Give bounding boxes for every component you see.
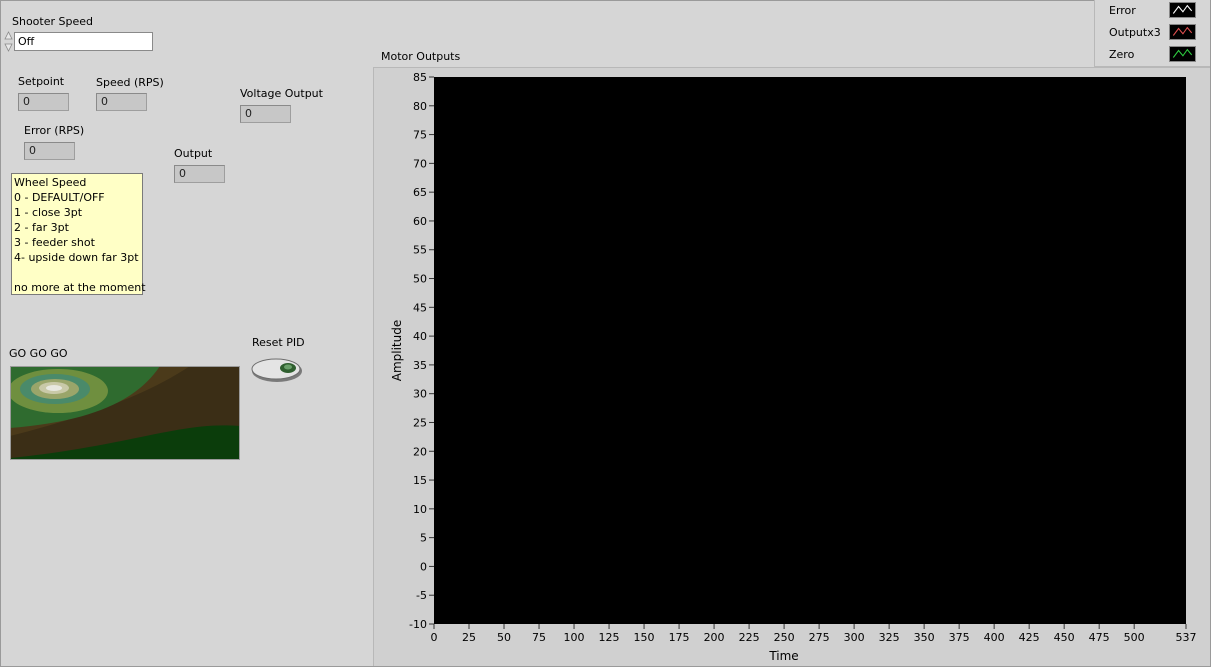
setpoint-label: Setpoint <box>18 75 65 88</box>
x-tick-label: 250 <box>774 631 795 644</box>
x-axis: 0 25 50 75 100 125 150 175 200 225 250 275 300 325 350… <box>431 624 1197 644</box>
legend-item[interactable]: Error <box>1095 0 1210 22</box>
line-swatch-icon <box>1169 46 1196 62</box>
y-tick-label: 65 <box>413 186 427 199</box>
y-tick-label: 10 <box>413 503 427 516</box>
chart-title: Motor Outputs <box>381 50 461 63</box>
x-tick-label: 200 <box>704 631 725 644</box>
note-line: 3 - feeder shot <box>14 236 95 249</box>
output-indicator: 0 <box>174 165 225 183</box>
legend-label: Zero <box>1109 48 1135 61</box>
y-tick-label: 15 <box>413 474 427 487</box>
x-tick-label: 125 <box>599 631 620 644</box>
y-tick-label: 85 <box>413 71 427 84</box>
x-tick-label: 150 <box>634 631 655 644</box>
plot-legend: Error Outputx3 Zero <box>1094 0 1210 67</box>
note-line: 0 - DEFAULT/OFF <box>14 191 105 204</box>
legend-item[interactable]: Zero <box>1095 44 1210 66</box>
y-tick-label: 5 <box>420 532 427 545</box>
motor-outputs-chart[interactable]: 8580757065605550454035302520151050-5-10 … <box>373 67 1209 665</box>
setpoint-indicator: 0 <box>18 93 69 111</box>
error-label: Error (RPS) <box>24 124 85 137</box>
output-label: Output <box>174 147 213 160</box>
voltage-output-label: Voltage Output <box>240 87 323 100</box>
x-tick-label: 375 <box>949 631 970 644</box>
x-tick-label: 475 <box>1089 631 1110 644</box>
y-tick-label: -10 <box>409 618 427 631</box>
x-axis-label: Time <box>768 649 798 663</box>
legend-item[interactable]: Outputx3 <box>1095 22 1210 44</box>
reset-pid-button[interactable] <box>250 356 304 384</box>
y-tick-label: 60 <box>413 215 427 228</box>
legend-label: Error <box>1109 4 1136 17</box>
shooter-speed-field[interactable]: Off <box>14 32 153 51</box>
y-tick-label: 80 <box>413 100 427 113</box>
line-swatch-icon <box>1169 24 1196 40</box>
increment-arrow-icon[interactable] <box>4 31 13 40</box>
y-tick-label: 35 <box>413 359 427 372</box>
x-tick-label: 500 <box>1124 631 1145 644</box>
shooter-speed-label: Shooter Speed <box>12 15 93 28</box>
x-tick-label: 0 <box>431 631 438 644</box>
y-tick-label: -5 <box>416 589 427 602</box>
x-tick-label: 450 <box>1054 631 1075 644</box>
note-line: 4- upside down far 3pt <box>14 251 139 264</box>
speed-label: Speed (RPS) <box>96 76 164 89</box>
x-tick-label: 225 <box>739 631 760 644</box>
x-tick-label: 25 <box>462 631 476 644</box>
y-tick-label: 20 <box>413 445 427 458</box>
y-tick-label: 25 <box>413 416 427 429</box>
note-line: Wheel Speed <box>14 176 87 189</box>
x-tick-label: 300 <box>844 631 865 644</box>
note-line <box>14 265 140 280</box>
y-tick-label: 40 <box>413 330 427 343</box>
x-tick-label: 100 <box>564 631 585 644</box>
x-tick-label: 50 <box>497 631 511 644</box>
y-tick-label: 0 <box>420 560 427 573</box>
note-line: no more at the moment <box>14 281 146 294</box>
line-swatch-icon <box>1169 2 1196 18</box>
wheel-speed-note: Wheel Speed 0 - DEFAULT/OFF 1 - close 3p… <box>11 173 146 295</box>
y-tick-label: 55 <box>413 244 427 257</box>
note-line: 2 - far 3pt <box>14 221 69 234</box>
note-line: 1 - close 3pt <box>14 206 83 219</box>
y-tick-label: 75 <box>413 129 427 142</box>
x-tick-label: 75 <box>532 631 546 644</box>
x-tick-label: 425 <box>1019 631 1040 644</box>
speed-indicator: 0 <box>96 93 147 111</box>
plot-area[interactable] <box>434 77 1186 624</box>
shooter-speed-spinner[interactable] <box>4 30 13 53</box>
x-tick-label: 275 <box>809 631 830 644</box>
x-tick-label: 350 <box>914 631 935 644</box>
error-indicator: 0 <box>24 142 75 160</box>
y-tick-label: 70 <box>413 157 427 170</box>
y-tick-label: 45 <box>413 301 427 314</box>
x-tick-label: 537 <box>1176 631 1197 644</box>
y-axis-label: Amplitude <box>390 320 404 382</box>
x-tick-label: 175 <box>669 631 690 644</box>
intensity-graph-image <box>10 366 240 460</box>
go-image-label: GO GO GO <box>9 347 68 360</box>
y-tick-label: 30 <box>413 388 427 401</box>
x-tick-label: 400 <box>984 631 1005 644</box>
decrement-arrow-icon[interactable] <box>4 43 13 52</box>
voltage-output-indicator: 0 <box>240 105 291 123</box>
reset-pid-label: Reset PID <box>252 336 305 349</box>
y-tick-label: 50 <box>413 273 427 286</box>
x-tick-label: 325 <box>879 631 900 644</box>
legend-label: Outputx3 <box>1109 26 1161 39</box>
